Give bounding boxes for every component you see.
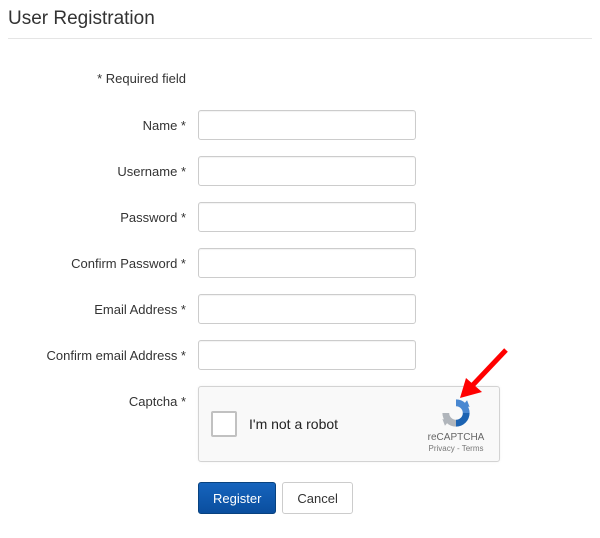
registration-form: * Required field Name * Username * Passw…: [8, 47, 592, 514]
recaptcha-brand: reCAPTCHA: [423, 432, 489, 443]
password-label: Password *: [8, 210, 198, 225]
recaptcha-icon: [439, 396, 473, 430]
name-label: Name *: [8, 118, 198, 133]
email-label: Email Address *: [8, 302, 198, 317]
recaptcha-checkbox[interactable]: [211, 411, 237, 437]
register-button[interactable]: Register: [198, 482, 276, 514]
confirm-password-label: Confirm Password *: [8, 256, 198, 271]
required-field-note: * Required field: [8, 71, 198, 86]
recaptcha-privacy-link[interactable]: Privacy: [429, 444, 455, 453]
recaptcha-text: I'm not a robot: [249, 416, 423, 432]
page-title: User Registration: [8, 8, 592, 39]
confirm-email-label: Confirm email Address *: [8, 348, 198, 363]
recaptcha-branding: reCAPTCHA Privacy - Terms: [423, 396, 489, 453]
username-label: Username *: [8, 164, 198, 179]
name-input[interactable]: [198, 110, 416, 140]
confirm-email-input[interactable]: [198, 340, 416, 370]
recaptcha-separator: -: [455, 444, 462, 453]
password-input[interactable]: [198, 202, 416, 232]
email-input[interactable]: [198, 294, 416, 324]
cancel-button[interactable]: Cancel: [282, 482, 352, 514]
captcha-label: Captcha *: [8, 386, 198, 409]
recaptcha-widget: I'm not a robot reCAPTCHA Privacy - Term…: [198, 386, 500, 462]
confirm-password-input[interactable]: [198, 248, 416, 278]
recaptcha-terms-link[interactable]: Terms: [462, 444, 484, 453]
username-input[interactable]: [198, 156, 416, 186]
